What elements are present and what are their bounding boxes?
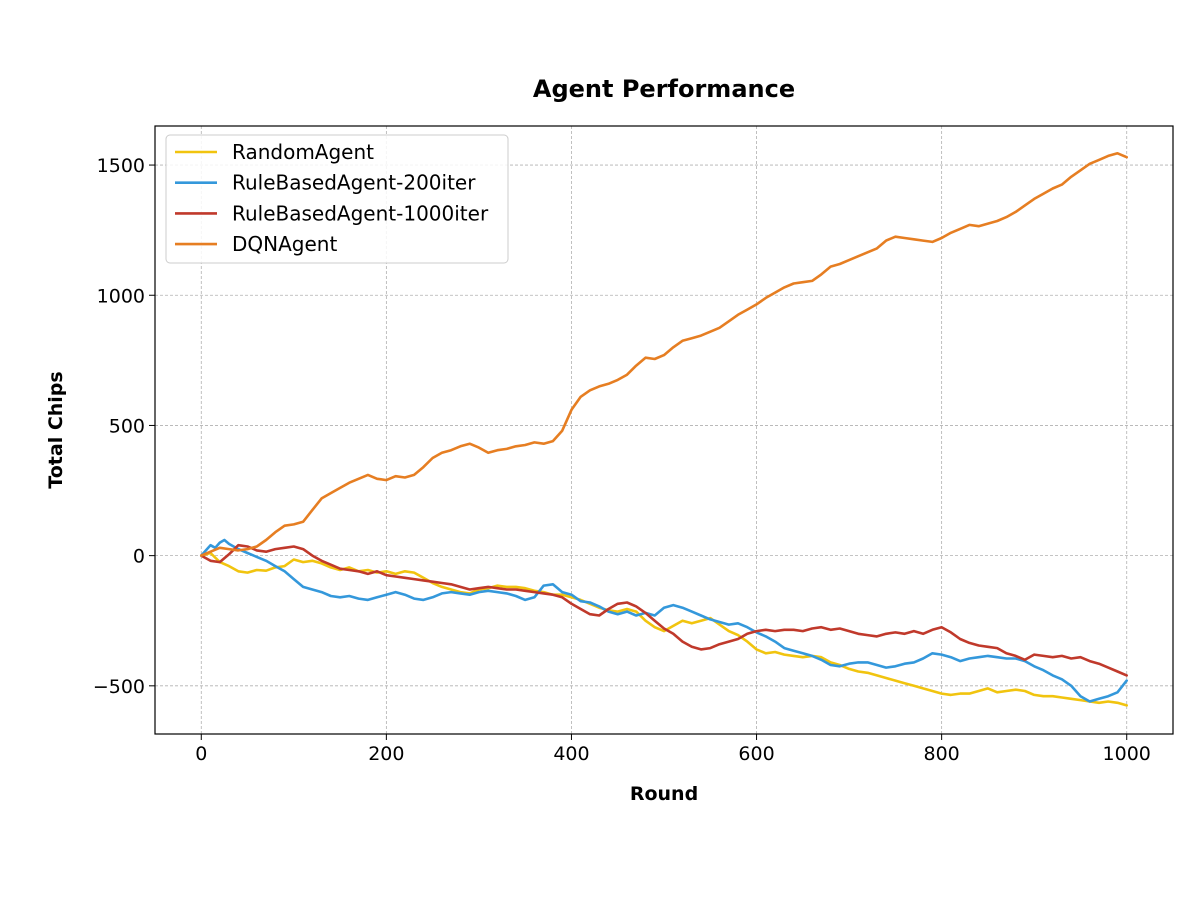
x-tick-label: 1000 [1103, 743, 1151, 765]
x-tick-label: 600 [738, 743, 774, 765]
x-tick-label: 0 [195, 743, 207, 765]
x-tick-label: 200 [368, 743, 404, 765]
x-axis-ticks: 0 200 400 600 800 1000 [195, 734, 1151, 765]
chart-title: Agent Performance [533, 75, 795, 103]
series-line-2 [200, 543, 1128, 677]
legend-label: RuleBasedAgent-1000iter [232, 201, 489, 225]
x-tick-label: 800 [924, 743, 960, 765]
plot-frame [154, 125, 1174, 735]
x-tick-label: 400 [553, 743, 589, 765]
legend-label: DQNAgent [232, 232, 337, 256]
legend-box [165, 134, 509, 264]
x-axis-label: Round [630, 783, 698, 805]
series-lines [200, 152, 1128, 707]
y-axis-ticks: −500 0 500 1000 1500 [93, 155, 155, 698]
y-tick-label: 1000 [97, 285, 145, 307]
legend: RandomAgent RuleBasedAgent-200iter RuleBas… [165, 134, 509, 264]
legend-label: RandomAgent [232, 140, 374, 164]
series-line-3 [200, 152, 1128, 557]
legend-label: RuleBasedAgent-200iter [232, 171, 476, 195]
y-tick-label: −500 [93, 676, 145, 698]
series-line-1 [200, 538, 1128, 703]
y-tick-label: 0 [133, 546, 145, 568]
y-axis-label: Total Chips [45, 371, 67, 488]
y-tick-label: 1500 [97, 155, 145, 177]
y-tick-label: 500 [109, 415, 145, 437]
